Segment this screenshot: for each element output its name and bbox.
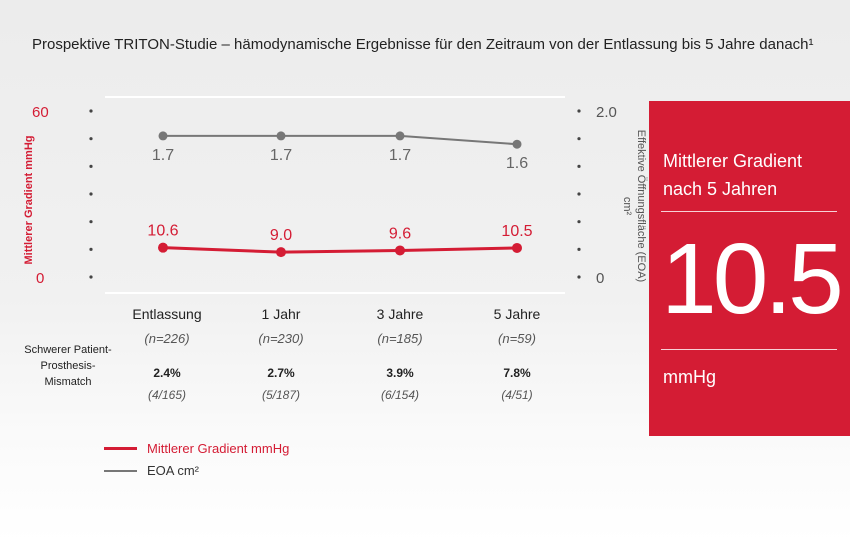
legend-eoa-label: EOA cm² <box>147 463 200 478</box>
right-axis-tick <box>577 247 581 251</box>
right-axis-tick <box>577 137 581 141</box>
page-title: Prospektive TRITON-Studie – hämodynamisc… <box>32 36 814 53</box>
left-axis-tick <box>89 109 93 113</box>
category-label: Entlassung <box>132 306 202 322</box>
left-tick-top: 60 <box>32 104 49 121</box>
right-axis-tick <box>577 220 581 224</box>
n-count: (n=226) <box>144 331 190 346</box>
n-count: (n=230) <box>258 331 304 346</box>
category-label: 5 Jahre <box>493 306 541 322</box>
right-axis-tick <box>577 275 581 279</box>
eoa-point <box>395 131 405 141</box>
n-count: (n=185) <box>377 331 423 346</box>
category-label: 1 Jahr <box>261 306 301 322</box>
right-axis-tick <box>577 109 581 113</box>
ppm-percent: 3.9% <box>386 366 414 380</box>
eoa-data-label: 1.6 <box>506 155 528 172</box>
eoa-point <box>276 131 286 141</box>
legend-item-gradient: Mittlerer Gradient mmHg <box>104 441 289 456</box>
gradient-data-label: 10.5 <box>501 223 532 240</box>
y-axis-left-label: Mittlerer Gradient mmHg <box>23 135 35 265</box>
ppm-fraction: (6/154) <box>380 388 420 402</box>
left-tick-bottom: 0 <box>36 270 44 287</box>
right-axis-tick <box>577 192 581 196</box>
panel-unit: mmHg <box>663 367 716 387</box>
panel-title: Mittlerer Gradient nach 5 Jahren <box>663 151 803 199</box>
legend-red-line-icon <box>104 447 137 450</box>
left-axis-tick <box>89 220 93 224</box>
left-axis-tick <box>89 164 93 168</box>
n-count: (n=59) <box>498 331 536 346</box>
highlight-panel: Mittlerer Gradient nach 5 Jahren 10.5 mm… <box>649 101 850 436</box>
ppm-percent: 7.8% <box>503 366 531 380</box>
left-axis-tick <box>89 137 93 141</box>
legend-gradient-label: Mittlerer Gradient mmHg <box>147 441 290 456</box>
gradient-data-label: 9.6 <box>389 225 411 242</box>
y-axis-right-label: Effektive Öffnungsfläche (EOA) cm² <box>621 129 647 283</box>
gradient-point <box>395 245 405 256</box>
ppm-fraction: (4/165) <box>147 388 187 402</box>
gradient-series-line <box>162 246 518 254</box>
gradient-point <box>158 242 168 253</box>
panel-divider-bottom <box>661 349 837 350</box>
ppm-fraction: (4/51) <box>501 388 533 402</box>
eoa-point <box>158 131 168 141</box>
legend-item-eoa: EOA cm² <box>104 463 199 478</box>
panel-divider-top <box>661 211 837 212</box>
panel-value: 10.5 <box>661 223 844 335</box>
ppm-percent: 2.4% <box>153 366 181 380</box>
ppm-row-label: Schwerer Patient-Prosthesis-Mismatch <box>24 344 112 388</box>
right-tick-top: 2.0 <box>596 104 617 121</box>
right-axis-tick <box>577 164 581 168</box>
ppm-fraction: (5/187) <box>261 388 301 402</box>
eoa-data-label: 1.7 <box>389 147 411 164</box>
left-axis-tick <box>89 275 93 279</box>
eoa-point <box>512 139 522 149</box>
gradient-data-label: 9.0 <box>270 227 292 244</box>
ppm-percent: 2.7% <box>267 366 295 380</box>
eoa-data-label: 1.7 <box>270 147 292 164</box>
eoa-data-label: 1.7 <box>152 147 174 164</box>
left-axis-tick <box>89 247 93 251</box>
category-label: 3 Jahre <box>376 306 424 322</box>
gradient-point <box>512 242 522 253</box>
eoa-series-line <box>163 134 518 146</box>
gradient-point <box>276 247 286 258</box>
gradient-data-label: 10.6 <box>147 223 178 240</box>
legend-gray-line-icon <box>104 469 137 472</box>
left-axis-tick <box>89 192 93 196</box>
right-tick-bottom: 0 <box>596 270 604 287</box>
